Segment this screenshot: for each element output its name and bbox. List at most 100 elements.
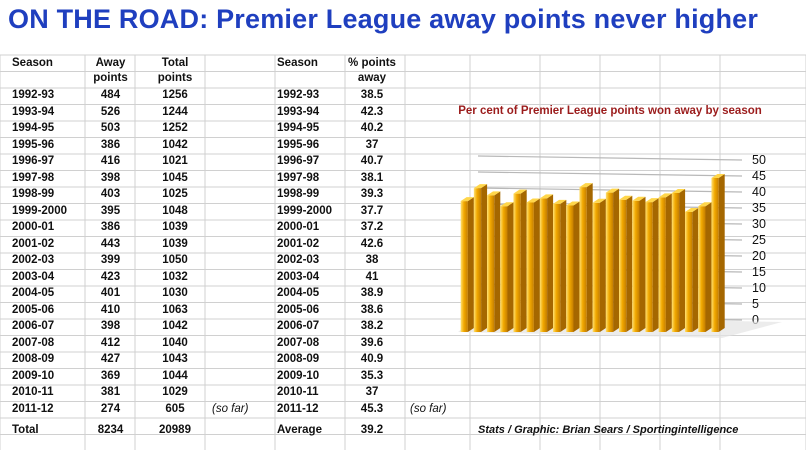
bar-top xyxy=(473,184,488,189)
bar-side xyxy=(599,198,606,332)
table-cell-pct-away: 38 xyxy=(365,254,379,266)
bar-side xyxy=(520,189,527,332)
bar-side xyxy=(665,193,672,332)
table-cell-season: 1997-98 xyxy=(12,171,55,184)
table-cell-pct-away: 40.2 xyxy=(360,122,384,134)
credit-text: Stats / Graphic: Brian Sears / Sportingi… xyxy=(478,424,739,436)
y-tick-label: 10 xyxy=(752,281,766,295)
bar-side xyxy=(547,194,554,332)
table-cell-away-points: 386 xyxy=(100,138,121,151)
y-tick-label: 25 xyxy=(752,233,766,247)
y-tick-label: 30 xyxy=(752,217,766,231)
bar-top xyxy=(487,191,501,196)
bar-top xyxy=(553,199,567,204)
table-cell-away-points: 386 xyxy=(100,221,121,233)
bar-2009-10 xyxy=(685,211,693,332)
bar-side xyxy=(481,184,488,332)
bar-top xyxy=(605,188,620,193)
table-cell-away-points: 403 xyxy=(100,188,121,200)
total-away-points: 8234 xyxy=(97,424,124,436)
table-cell-pct-away: 41 xyxy=(365,270,379,283)
bar-side xyxy=(652,198,659,332)
table-cell-season: 2008-09 xyxy=(277,353,320,365)
table-cell-season: 1996-97 xyxy=(277,155,320,167)
table-cell-away-points: 399 xyxy=(100,254,121,266)
table-cell-total-points: 1063 xyxy=(162,303,188,316)
table-cell-season: 2007-08 xyxy=(277,336,320,349)
table-cell-total-points: 1021 xyxy=(162,155,188,167)
table-cell-away-points: 381 xyxy=(100,386,121,398)
table-cell-note: (so far) xyxy=(212,402,249,415)
table-cell-pct-away: 42.6 xyxy=(360,237,384,250)
table-cell-season: 2002-03 xyxy=(12,254,55,266)
table-cell-total-points: 1029 xyxy=(162,386,188,398)
bar-side xyxy=(573,201,580,332)
bar-side xyxy=(692,207,699,332)
table-cell-total-points: 1044 xyxy=(162,369,188,382)
table-cell-season: 2004-05 xyxy=(12,287,55,299)
y-tick-label: 45 xyxy=(752,169,766,183)
table-cell-pct-away: 38.9 xyxy=(360,287,384,299)
table-cell-season: 2010-11 xyxy=(12,386,54,398)
bar-top xyxy=(526,198,540,203)
table-cell-pct-away: 38.1 xyxy=(360,171,384,184)
table-cell-season: 1994-95 xyxy=(12,122,55,134)
bar-top xyxy=(619,195,633,200)
header-total-points: points xyxy=(157,72,193,84)
table-cell-season: 2001-02 xyxy=(12,237,55,250)
table-cell-pct-away: 38.5 xyxy=(360,89,384,101)
table-cell-season: 2009-10 xyxy=(12,369,55,382)
table-cell-total-points: 1244 xyxy=(162,105,188,118)
table-cell-season: 1999-2000 xyxy=(12,204,67,217)
bar-2007-08 xyxy=(658,197,666,332)
table-cell-away-points: 416 xyxy=(100,155,121,167)
bar-2004-05 xyxy=(619,199,627,332)
table-cell-total-points: 1042 xyxy=(162,320,188,332)
table-cell-away-points: 369 xyxy=(100,369,121,382)
bar-top xyxy=(500,202,514,207)
table-cell-away-points: 526 xyxy=(100,105,121,118)
y-tick-label: 50 xyxy=(752,153,766,167)
bar-top xyxy=(645,198,659,203)
bar-2005-06 xyxy=(632,200,640,332)
y-tick-label: 5 xyxy=(752,297,759,311)
table-cell-season: 2011-12 xyxy=(12,402,54,415)
table-cell-season: 1995-96 xyxy=(277,138,320,151)
table-cell-away-points: 395 xyxy=(100,204,121,217)
table-cell-away-points: 398 xyxy=(100,320,121,332)
table-cell-season: 1998-99 xyxy=(12,188,55,200)
table-cell-away-points: 443 xyxy=(100,237,121,250)
table-cell-total-points: 1050 xyxy=(162,254,188,266)
table-cell-season: 1993-94 xyxy=(277,105,320,118)
bar-top xyxy=(671,188,686,193)
bar-side xyxy=(586,183,593,332)
table-cell-season: 2002-03 xyxy=(277,254,320,266)
header-season: Season xyxy=(277,57,318,69)
bar-top xyxy=(592,198,606,203)
table-cell-pct-away: 38.2 xyxy=(360,320,384,332)
bar-side xyxy=(639,196,646,332)
header-away-points: points xyxy=(93,72,128,84)
bar-top xyxy=(566,201,580,206)
bar-side xyxy=(718,173,725,332)
table-cell-season: 2005-06 xyxy=(277,303,320,316)
table-cell-season: 1999-2000 xyxy=(277,204,332,217)
header-away-points: Away xyxy=(95,57,126,69)
table-cell-pct-away: 45.3 xyxy=(360,402,384,415)
table-cell-season: 1998-99 xyxy=(277,188,320,200)
header-pct-away: away xyxy=(357,72,387,84)
table-cell-total-points: 1043 xyxy=(162,353,188,365)
bar-1996-97 xyxy=(513,193,521,332)
bar-1994-95 xyxy=(487,195,495,332)
table-cell-away-points: 274 xyxy=(100,402,121,415)
table-cell-pct-away: 37.7 xyxy=(360,204,384,217)
bar-side xyxy=(560,199,567,332)
table-cell-total-points: 1030 xyxy=(162,287,188,299)
table-cell-season: 2003-04 xyxy=(12,270,55,283)
table-cell-away-points: 423 xyxy=(100,270,121,283)
y-tick-label: 0 xyxy=(752,313,759,327)
bar-side xyxy=(705,202,712,332)
bar-1998-99 xyxy=(539,198,548,332)
table-cell-season: 2003-04 xyxy=(277,270,320,283)
